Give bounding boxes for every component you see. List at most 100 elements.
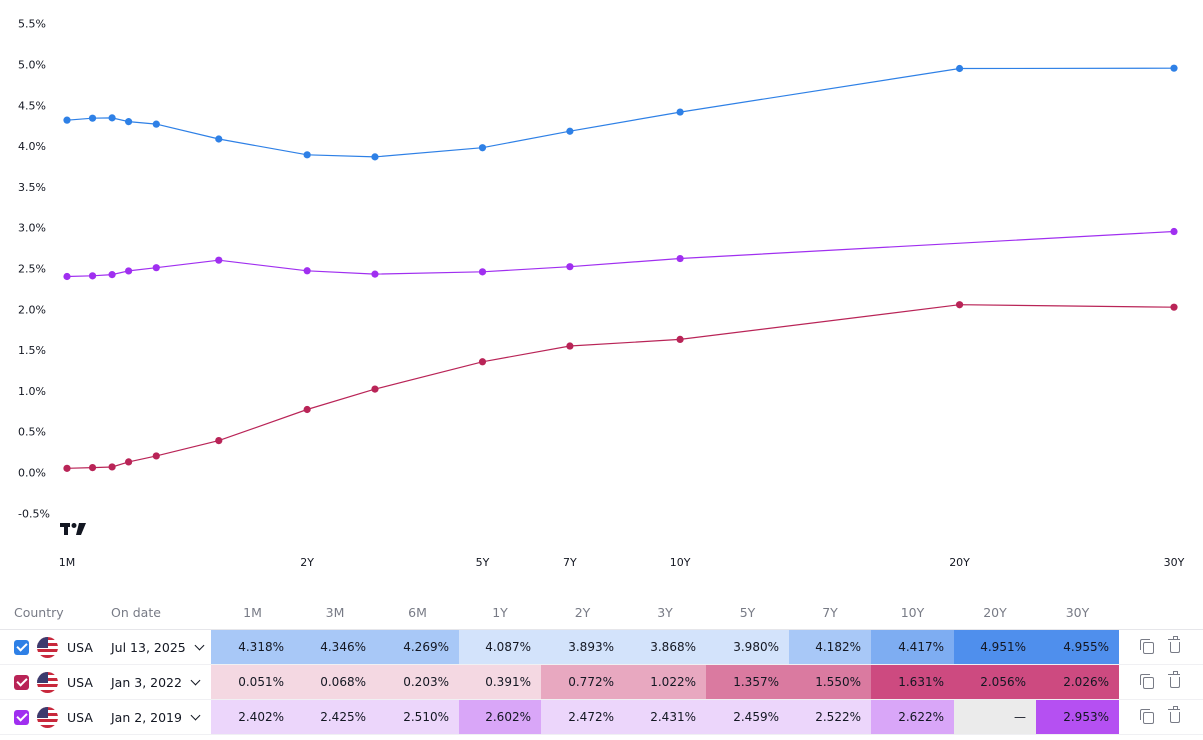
- data-point[interactable]: [108, 463, 116, 471]
- data-point[interactable]: [955, 64, 964, 73]
- data-point[interactable]: [303, 151, 311, 159]
- yield-cell: 2.431%: [624, 699, 706, 735]
- data-point[interactable]: [215, 436, 223, 445]
- yield-cell: 0.068%: [294, 664, 376, 700]
- data-point[interactable]: [955, 301, 964, 309]
- header-col: 3Y: [624, 596, 706, 630]
- data-point[interactable]: [566, 342, 574, 350]
- data-point[interactable]: [124, 267, 133, 275]
- copy-icon[interactable]: [1139, 638, 1154, 654]
- trash-icon[interactable]: [1167, 636, 1180, 653]
- row-checkbox[interactable]: [14, 674, 29, 690]
- country-name: USA: [67, 639, 93, 655]
- data-point[interactable]: [566, 127, 574, 135]
- data-point[interactable]: [152, 120, 160, 128]
- yield-cell: 2.402%: [211, 699, 294, 735]
- data-point[interactable]: [676, 335, 684, 344]
- date-value: Jan 2, 2019: [111, 709, 182, 725]
- data-point[interactable]: [1170, 64, 1178, 72]
- yield-cell: 3.868%: [624, 629, 706, 665]
- row-checkbox[interactable]: [14, 639, 29, 655]
- data-point[interactable]: [88, 272, 97, 280]
- data-point[interactable]: [215, 256, 223, 264]
- data-point[interactable]: [676, 254, 684, 263]
- yield-cell: 3.893%: [541, 629, 624, 665]
- data-point[interactable]: [88, 464, 97, 472]
- y-tick-label: 3.0%: [18, 222, 46, 235]
- country-name: USA: [67, 674, 93, 690]
- copy-icon[interactable]: [1139, 708, 1154, 724]
- trash-icon[interactable]: [1167, 706, 1180, 723]
- data-point[interactable]: [1170, 227, 1178, 236]
- data-point[interactable]: [1170, 303, 1178, 311]
- data-point[interactable]: [124, 118, 133, 126]
- data-point[interactable]: [371, 385, 379, 393]
- data-point[interactable]: [371, 270, 379, 278]
- header-col: 7Y: [789, 596, 871, 630]
- yield-cell: 0.772%: [541, 664, 624, 700]
- header-col: 1M: [211, 596, 294, 630]
- yield-cell: 1.022%: [624, 664, 706, 700]
- y-tick-label: 4.0%: [18, 140, 46, 153]
- row-actions: [1119, 629, 1203, 665]
- data-point[interactable]: [88, 114, 97, 122]
- trash-icon[interactable]: [1167, 671, 1180, 688]
- data-point[interactable]: [152, 452, 160, 460]
- data-point[interactable]: [63, 272, 71, 281]
- yield-cell: 4.417%: [871, 629, 954, 665]
- yield-cell: 0.051%: [211, 664, 294, 700]
- x-tick-label: 5Y: [476, 556, 490, 569]
- yield-cell: 4.955%: [1036, 629, 1119, 665]
- data-point[interactable]: [478, 144, 487, 152]
- data-point[interactable]: [303, 267, 311, 275]
- yield-cell: —: [954, 699, 1036, 735]
- y-tick-label: 3.5%: [18, 181, 46, 194]
- yield-cell: 2.510%: [376, 699, 459, 735]
- header-col: 10Y: [871, 596, 954, 630]
- yield-cell: 2.056%: [954, 664, 1036, 700]
- date-select[interactable]: Jan 3, 2022: [97, 664, 211, 700]
- us-flag-icon: [37, 671, 58, 693]
- y-tick-label: 0.0%: [18, 467, 46, 480]
- data-point[interactable]: [478, 358, 487, 366]
- data-point[interactable]: [63, 464, 71, 472]
- row-checkbox[interactable]: [14, 709, 29, 725]
- data-point[interactable]: [478, 268, 487, 276]
- yield-curve-chart: 5.5% 5.0% 4.5% 4.0% 3.5% 3.0% 2.5% 2.0% 1.5% 1.0%…: [18, 18, 1185, 569]
- data-point[interactable]: [215, 135, 223, 143]
- yield-table: Country On date 1M 3M 6M 1Y 2Y 3Y 5Y 7Y …: [0, 596, 1203, 735]
- x-tick-label: 20Y: [949, 556, 970, 569]
- data-point[interactable]: [152, 264, 160, 272]
- country-cell: USA: [0, 629, 97, 665]
- data-point[interactable]: [108, 114, 116, 122]
- data-point[interactable]: [676, 108, 684, 116]
- series-jan-2-2019: [63, 227, 1178, 281]
- y-tick-label: 5.5%: [18, 18, 46, 31]
- data-point[interactable]: [371, 153, 379, 161]
- y-axis: 5.5% 5.0% 4.5% 4.0% 3.5% 3.0% 2.5% 2.0% 1.5% 1.0%…: [18, 18, 50, 521]
- yield-cell: 0.391%: [459, 664, 541, 700]
- header-col: 3M: [294, 596, 376, 630]
- data-point[interactable]: [124, 458, 133, 466]
- date-select[interactable]: Jul 13, 2025: [97, 629, 211, 665]
- us-flag-icon: [37, 706, 58, 728]
- table-row: USA Jan 2, 2019 2.402% 2.425% 2.510% 2.602% 2.…: [0, 699, 1203, 735]
- table-header-row: Country On date 1M 3M 6M 1Y 2Y 3Y 5Y 7Y …: [0, 596, 1203, 630]
- y-tick-label: 4.5%: [18, 99, 46, 112]
- data-point[interactable]: [303, 405, 311, 414]
- yield-cell: 3.980%: [706, 629, 789, 665]
- y-tick-label: -0.5%: [18, 507, 50, 520]
- data-point[interactable]: [63, 116, 71, 124]
- data-point[interactable]: [108, 271, 116, 279]
- yield-cell: 0.203%: [376, 664, 459, 700]
- yield-cell: 1.631%: [871, 664, 954, 700]
- yield-cell: 2.425%: [294, 699, 376, 735]
- series-line: [66, 230, 1175, 278]
- header-actions: [1119, 596, 1203, 630]
- yield-cell: 4.182%: [789, 629, 871, 665]
- data-point[interactable]: [566, 263, 574, 271]
- date-select[interactable]: Jan 2, 2019: [97, 699, 211, 735]
- copy-icon[interactable]: [1139, 673, 1154, 689]
- header-col: 2Y: [541, 596, 624, 630]
- yield-cell: 2.522%: [789, 699, 871, 735]
